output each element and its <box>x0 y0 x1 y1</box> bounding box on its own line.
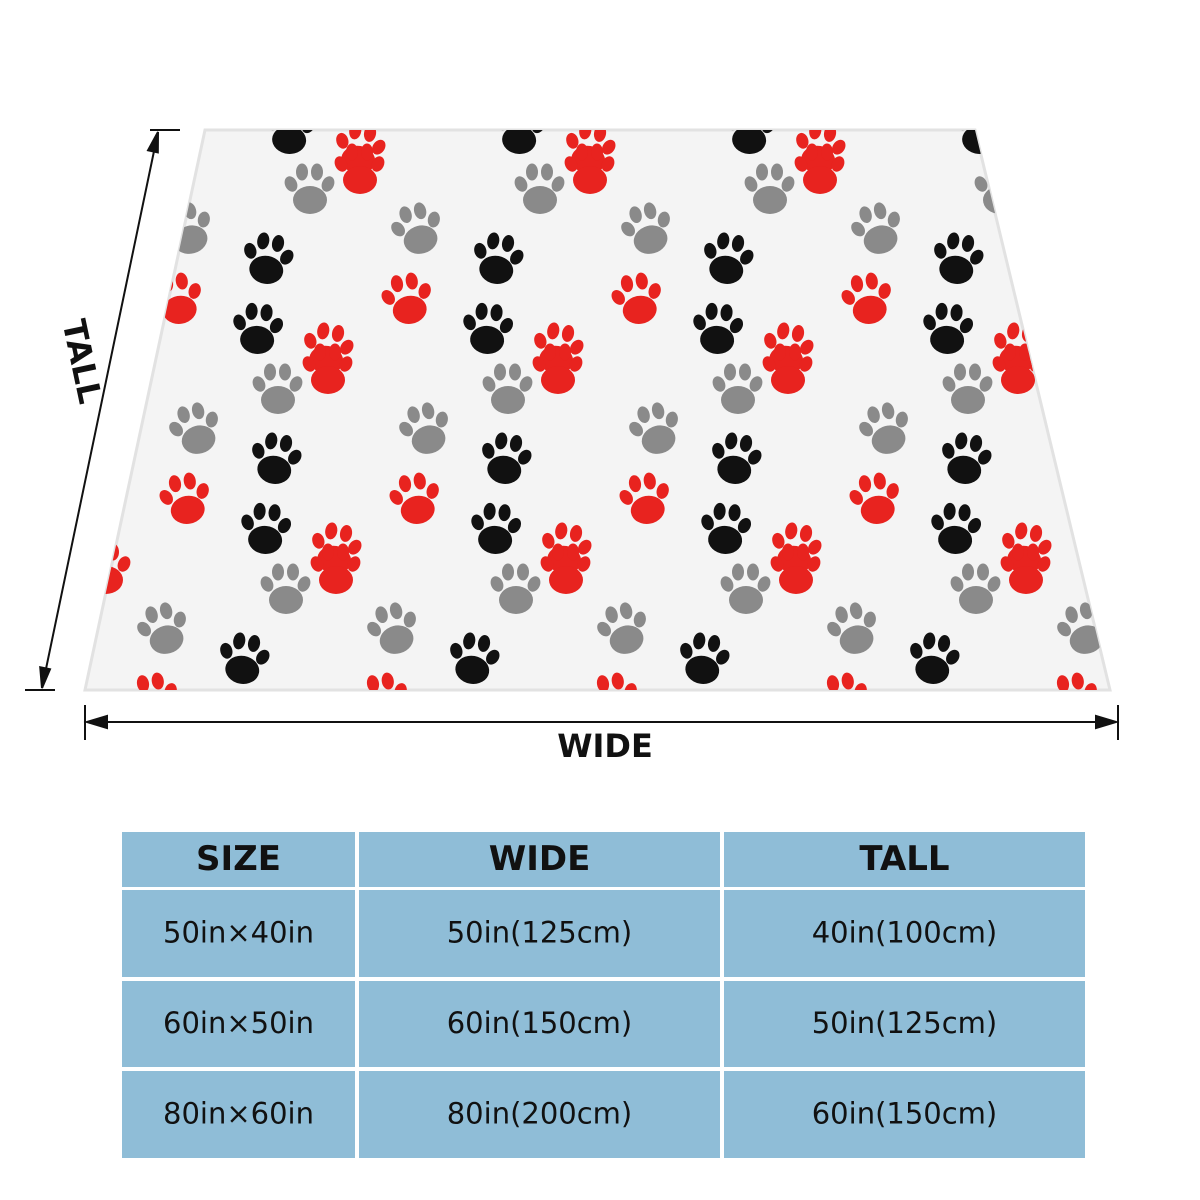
paw-print <box>958 29 1021 88</box>
paw-print <box>894 701 953 756</box>
paw-print <box>1156 229 1200 288</box>
paw-print <box>728 29 791 88</box>
tall-label: TALL <box>55 316 110 407</box>
paw-print <box>1148 301 1200 356</box>
cell-text: 40in(100cm) <box>812 916 998 950</box>
paw-print <box>268 29 331 88</box>
arrow-head <box>146 131 159 154</box>
cell-text: 80in(200cm) <box>447 1097 633 1131</box>
paw-print <box>272 719 335 778</box>
paw-print <box>962 719 1025 778</box>
table-cell <box>724 832 1085 887</box>
header-text: SIZE <box>196 839 281 879</box>
arrow-head <box>83 714 108 730</box>
cell-text: 80in×60in <box>163 1097 314 1131</box>
cell-text: 50in(125cm) <box>447 916 633 950</box>
paw-print <box>408 69 471 128</box>
paw-print <box>46 744 101 795</box>
tall-arrow <box>41 131 159 689</box>
paw-print <box>1018 130 1082 179</box>
paw-print <box>1082 397 1110 461</box>
paw-print <box>732 719 795 778</box>
table-cell <box>122 981 355 1067</box>
paw-print <box>416 0 482 60</box>
paw-print <box>1106 0 1172 60</box>
paw-print <box>1164 429 1200 488</box>
paw-print <box>1132 629 1195 688</box>
cell-text: 60in(150cm) <box>447 1006 633 1040</box>
table-cell <box>122 890 355 977</box>
paw-print <box>1180 101 1200 156</box>
header-text: TALL <box>859 839 949 879</box>
paw-print <box>1022 143 1077 194</box>
cell-text: 60in×50in <box>163 1006 314 1040</box>
paw-print <box>506 744 561 795</box>
paw-print <box>916 764 971 815</box>
table-cell <box>122 832 355 887</box>
paw-print <box>178 69 241 128</box>
paw-print <box>1192 719 1200 778</box>
paw-print <box>502 719 565 778</box>
paw-print <box>966 744 1021 795</box>
arrow-head <box>39 665 52 689</box>
table-cell <box>359 1071 720 1158</box>
wide-label: WIDE <box>557 727 653 765</box>
paw-print <box>686 764 741 815</box>
paw-print <box>1074 469 1110 529</box>
table-cell <box>359 832 720 887</box>
paw-print <box>204 701 263 756</box>
paw-print <box>1188 29 1200 88</box>
paw-print <box>664 701 723 756</box>
cell-text: 50in(125cm) <box>812 1006 998 1040</box>
paw-print <box>1178 564 1200 615</box>
cell-text: 50in×40in <box>163 916 314 950</box>
size-table: SIZE WIDE TALL 50in×40in 50in(125cm) 40in(100… <box>122 832 1085 1158</box>
paw-print <box>876 0 942 60</box>
paw-print <box>736 744 791 795</box>
paw-print <box>1124 701 1183 756</box>
paw-print <box>646 0 712 60</box>
header-text: WIDE <box>489 839 591 879</box>
paw-print <box>434 701 493 756</box>
cell-text: 60in(150cm) <box>812 1097 998 1131</box>
table-cell <box>359 981 720 1067</box>
paw-print <box>1098 69 1161 128</box>
arrow-head <box>1095 714 1120 730</box>
paw-print <box>226 764 281 815</box>
paw-print <box>456 764 511 815</box>
paw-print <box>1146 764 1200 815</box>
paw-print <box>498 29 561 88</box>
paw-print <box>1074 197 1110 261</box>
paw-print <box>276 744 331 795</box>
dimension-arrows <box>25 129 1120 740</box>
paw-print <box>638 69 701 128</box>
table-cell <box>724 1071 1085 1158</box>
table-cell <box>122 1071 355 1158</box>
paw-print <box>186 0 252 60</box>
paw-print <box>1066 269 1110 329</box>
paw-print <box>1170 364 1200 415</box>
paw-print <box>868 69 931 128</box>
table-cell <box>724 890 1085 977</box>
table-cell <box>724 981 1085 1067</box>
table-cell <box>359 890 720 977</box>
paw-print <box>1156 501 1200 556</box>
